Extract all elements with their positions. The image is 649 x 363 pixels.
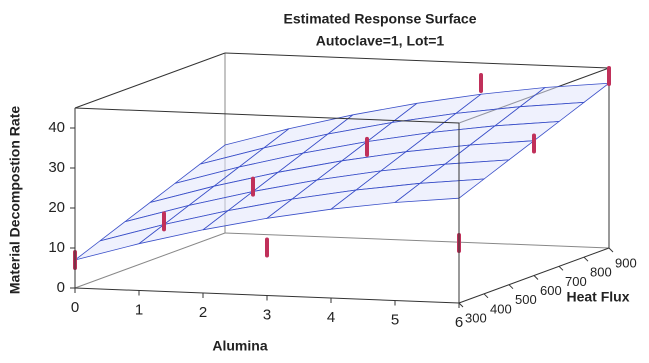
y-tick-label: 500 [515, 292, 537, 307]
y-tick [508, 284, 514, 290]
y-tick [583, 256, 589, 262]
x-tick-label: 4 [327, 309, 335, 326]
box-edge [224, 52, 610, 69]
surface-cell [393, 178, 486, 203]
y-tick [558, 265, 564, 271]
y-axis-label: Heat Flux [566, 289, 629, 305]
y-tick-label: 600 [540, 283, 562, 298]
y-tick [483, 293, 489, 299]
y-tick-label: 900 [615, 255, 637, 270]
x-tick-label: 5 [391, 311, 399, 328]
box-edge [224, 232, 610, 249]
y-tick [533, 275, 539, 280]
x-tick-label: 0 [71, 299, 79, 316]
y-tick [608, 247, 614, 253]
y-tick-label: 800 [590, 265, 612, 280]
box-edge [74, 232, 226, 289]
z-tick-label: 30 [48, 159, 65, 176]
chart-subtitle: Autoclave=1, Lot=1 [316, 33, 445, 49]
x-tick-label: 6 [455, 314, 463, 331]
x-tick-label: 2 [199, 304, 207, 321]
y-tick [458, 302, 464, 308]
y-tick-label: 700 [565, 274, 587, 289]
x-axis-label: Alumina [212, 338, 267, 354]
x-tick-label: 1 [135, 301, 143, 318]
z-tick-label: 20 [48, 199, 65, 216]
box-edge [74, 107, 460, 124]
z-tick-label: 10 [48, 239, 65, 256]
box-edge [74, 52, 226, 109]
x-tick-label: 3 [263, 306, 271, 323]
z-tick-label: 0 [57, 279, 65, 296]
y-tick-label: 300 [465, 310, 487, 325]
chart-title: Estimated Response Surface [284, 11, 477, 27]
z-tick-label: 40 [48, 119, 65, 136]
y-tick-label: 400 [490, 301, 512, 316]
z-axis-label: Material Decompostion Rate [7, 106, 23, 294]
